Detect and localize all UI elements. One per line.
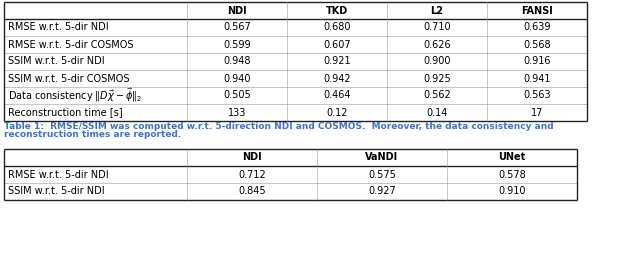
Text: 0.910: 0.910: [499, 186, 525, 197]
Text: 17: 17: [531, 107, 543, 118]
Text: Reconstruction time [s]: Reconstruction time [s]: [8, 107, 123, 118]
Text: NDI: NDI: [227, 5, 247, 16]
Text: UNet: UNet: [499, 153, 525, 162]
Text: 0.710: 0.710: [423, 23, 451, 32]
Text: 0.845: 0.845: [238, 186, 266, 197]
Text: 0.607: 0.607: [323, 40, 351, 49]
Text: 0.942: 0.942: [323, 74, 351, 83]
Text: 0.927: 0.927: [368, 186, 396, 197]
Text: RMSE w.r.t. 5-dir COSMOS: RMSE w.r.t. 5-dir COSMOS: [8, 40, 134, 49]
Text: 0.12: 0.12: [326, 107, 348, 118]
Text: 133: 133: [228, 107, 246, 118]
Text: 0.921: 0.921: [323, 56, 351, 67]
Text: 0.941: 0.941: [524, 74, 551, 83]
Text: 0.14: 0.14: [426, 107, 448, 118]
Text: 0.599: 0.599: [223, 40, 251, 49]
Text: 0.562: 0.562: [423, 90, 451, 100]
Text: 0.567: 0.567: [223, 23, 251, 32]
Text: 0.464: 0.464: [323, 90, 351, 100]
Text: 0.505: 0.505: [223, 90, 251, 100]
Text: SSIM w.r.t. 5-dir NDI: SSIM w.r.t. 5-dir NDI: [8, 186, 104, 197]
Text: 0.900: 0.900: [423, 56, 451, 67]
Text: 0.639: 0.639: [524, 23, 551, 32]
Text: SSIM w.r.t. 5-dir NDI: SSIM w.r.t. 5-dir NDI: [8, 56, 104, 67]
Text: 0.568: 0.568: [523, 40, 551, 49]
Text: 0.712: 0.712: [238, 169, 266, 179]
Text: RMSE w.r.t. 5-dir NDI: RMSE w.r.t. 5-dir NDI: [8, 169, 109, 179]
Text: 0.925: 0.925: [423, 74, 451, 83]
Text: 0.575: 0.575: [368, 169, 396, 179]
Text: 0.680: 0.680: [323, 23, 351, 32]
Text: reconstruction times are reported.: reconstruction times are reported.: [4, 130, 181, 139]
Text: L2: L2: [431, 5, 444, 16]
Text: VaNDI: VaNDI: [365, 153, 399, 162]
Text: 0.578: 0.578: [498, 169, 526, 179]
Text: RMSE w.r.t. 5-dir NDI: RMSE w.r.t. 5-dir NDI: [8, 23, 109, 32]
Text: TKD: TKD: [326, 5, 348, 16]
Text: 0.916: 0.916: [524, 56, 551, 67]
Text: 0.948: 0.948: [223, 56, 251, 67]
Text: Data consistency $\|D\vec{\chi}-\vec{\phi}\|_2$: Data consistency $\|D\vec{\chi}-\vec{\ph…: [8, 87, 142, 104]
Text: Table 1:  RMSE/SSIM was computed w.r.t. 5-direction NDI and COSMOS.  Moreover, t: Table 1: RMSE/SSIM was computed w.r.t. 5…: [4, 122, 554, 131]
Text: 0.626: 0.626: [423, 40, 451, 49]
Text: FANSI: FANSI: [521, 5, 553, 16]
Text: 0.563: 0.563: [523, 90, 551, 100]
Text: 0.940: 0.940: [223, 74, 251, 83]
Text: SSIM w.r.t. 5-dir COSMOS: SSIM w.r.t. 5-dir COSMOS: [8, 74, 129, 83]
Text: NDI: NDI: [242, 153, 262, 162]
